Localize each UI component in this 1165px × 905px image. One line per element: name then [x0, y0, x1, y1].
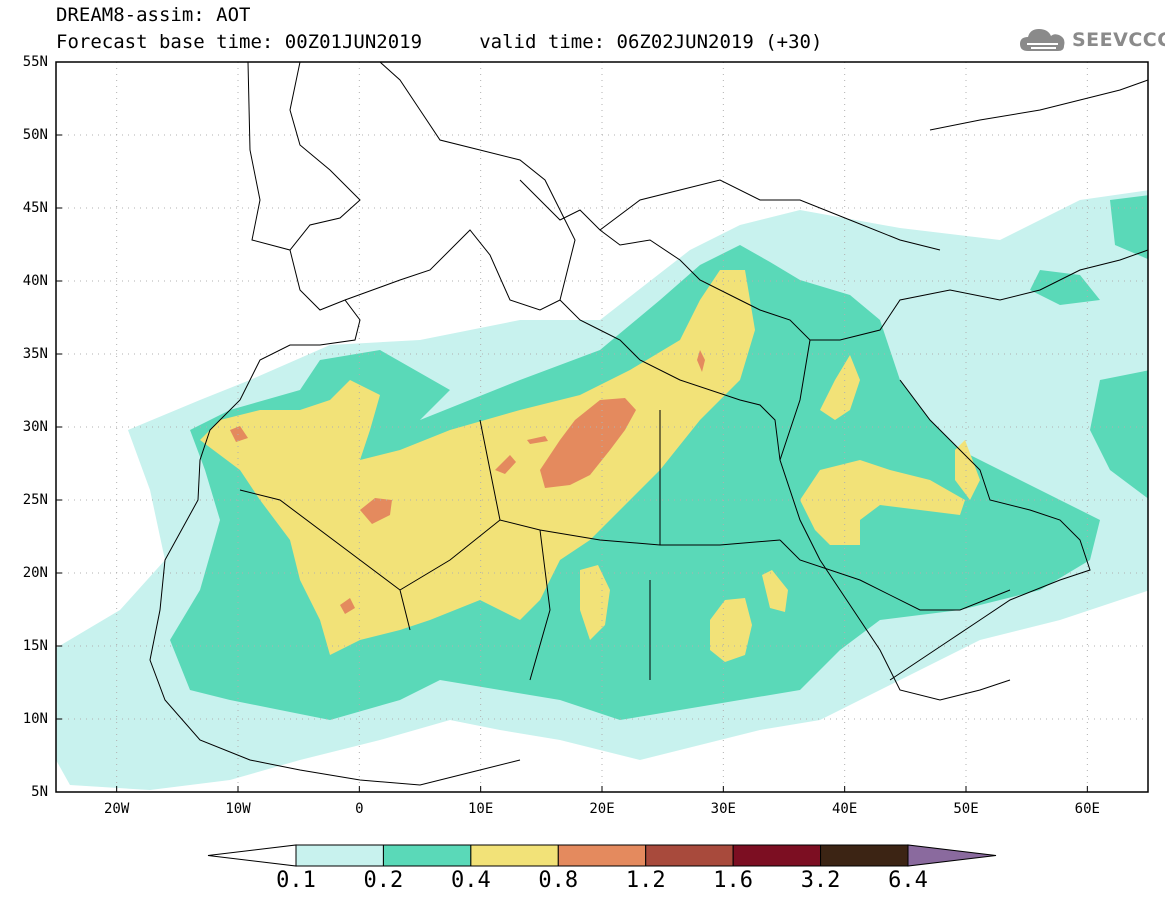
- forecast-time-line: Forecast base time: 00Z01JUN2019 valid t…: [56, 31, 823, 53]
- coastlines: [149, 62, 1148, 786]
- lat-tick-label: 15N: [22, 638, 48, 654]
- lon-tick-label: 10E: [468, 801, 494, 817]
- colorbar-label: 0.1: [276, 868, 316, 893]
- colorbar-label: 1.2: [625, 868, 666, 893]
- lon-tick-label: 50E: [953, 801, 979, 817]
- lon-tick-label: 40E: [832, 801, 858, 817]
- map-title: DREAM8-assim: AOT: [56, 4, 251, 26]
- lon-tick-label: 30E: [710, 801, 736, 817]
- aot-field: [56, 190, 1148, 790]
- seevccc-logo: SEEVCCC: [1018, 23, 1165, 57]
- colorbar-swatch: [820, 844, 909, 867]
- lat-tick-label: 5N: [31, 784, 48, 800]
- colorbar-label: 0.2: [363, 868, 404, 893]
- lat-tick-label: 35N: [22, 346, 48, 362]
- colorbar-swatch: [732, 844, 822, 867]
- lat-tick-label: 20N: [22, 565, 48, 581]
- aot-contour-0.4: [200, 270, 755, 655]
- lon-tick-label: 10W: [225, 801, 251, 817]
- lat-tick-label: 45N: [22, 200, 48, 216]
- colorbar-labels: 0.1 0.2 0.4 0.8 1.2 1.6 3.2 6.4: [0, 868, 1165, 898]
- lat-tick-label: 25N: [22, 492, 48, 508]
- colorbar-label: 0.8: [538, 868, 579, 893]
- lat-tick-label: 30N: [22, 419, 48, 435]
- colorbar-swatch: [645, 844, 734, 867]
- lon-tick-label: 60E: [1074, 801, 1100, 817]
- lat-tick-label: 10N: [22, 711, 48, 727]
- aot-colorbar: [207, 844, 997, 867]
- lat-tick-label: 55N: [22, 54, 48, 70]
- lon-tick-label: 20E: [589, 801, 615, 817]
- colorbar-swatch: [470, 844, 559, 867]
- axis-ticks: [56, 61, 1088, 793]
- logo-text: SEEVCCC: [1072, 29, 1165, 51]
- lat-tick-label: 50N: [22, 127, 48, 143]
- colorbar-label: 1.6: [713, 868, 754, 893]
- colorbar-swatch: [295, 844, 384, 867]
- aot-contour-0.4-sudan: [580, 565, 788, 662]
- cloud-icon: [1020, 29, 1065, 51]
- aot-contour-0.4-arabia: [800, 355, 980, 545]
- lon-tick-label: 0: [355, 801, 364, 817]
- colorbar-swatch: [382, 844, 472, 867]
- lon-tick-label: 20W: [104, 801, 130, 817]
- colorbar-label: 0.4: [450, 868, 491, 893]
- colorbar-over-triangle: [907, 844, 997, 867]
- colorbar-label: 3.2: [800, 868, 841, 893]
- colorbar-label: 6.4: [888, 868, 928, 893]
- lat-tick-label: 40N: [22, 273, 48, 289]
- aot-contour-0.8: [540, 398, 636, 488]
- colorbar-under-triangle: [207, 844, 297, 867]
- colorbar-swatch: [557, 844, 647, 867]
- aot-contour-0.2-east: [1030, 195, 1148, 499]
